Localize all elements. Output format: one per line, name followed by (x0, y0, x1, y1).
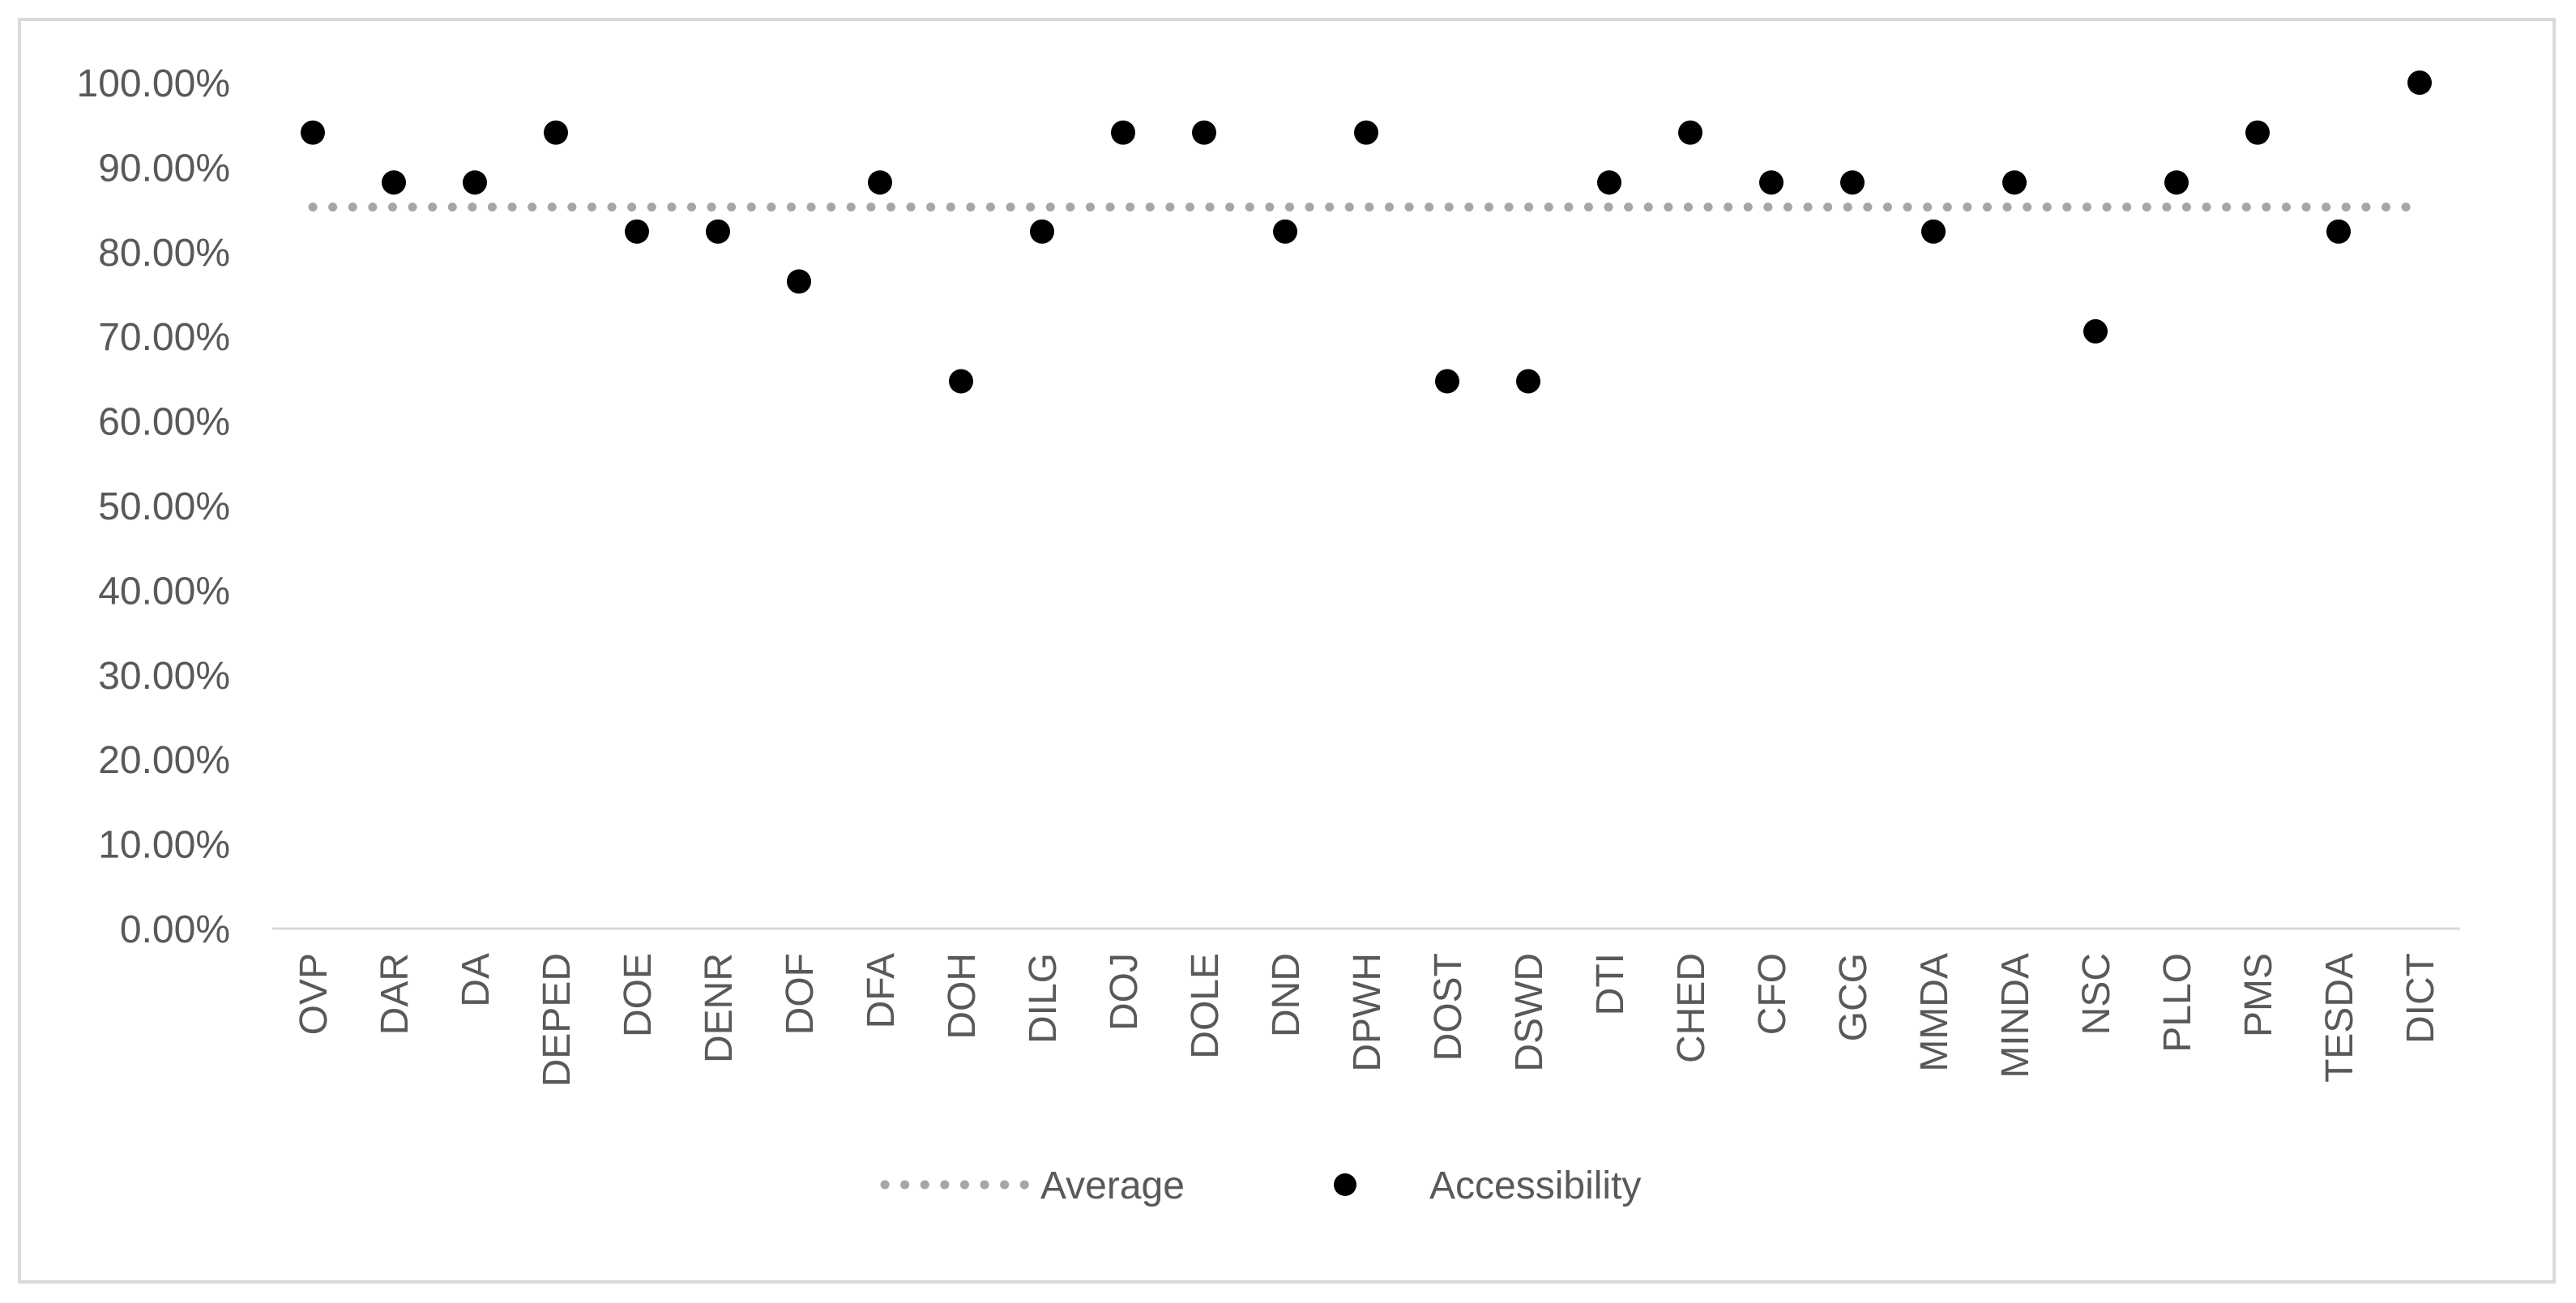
x-tick-label: PMS (2237, 953, 2280, 1037)
accessibility-point (1921, 219, 1946, 244)
accessibility-point (382, 170, 406, 195)
accessibility-point (1111, 120, 1135, 145)
x-tick-label: PLLO (2156, 953, 2199, 1053)
accessibility-point (1759, 170, 1784, 195)
accessibility-point (2326, 219, 2351, 244)
x-tick-label: DTI (1589, 953, 1632, 1015)
x-tick-label: OVP (293, 953, 335, 1035)
x-tick-label: DOLE (1184, 953, 1227, 1059)
accessibility-point (2002, 170, 2027, 195)
accessibility-point (787, 269, 811, 294)
legend-accessibility-swatch (1334, 1173, 1356, 1196)
y-tick-label: 20.00% (98, 739, 230, 782)
x-tick-label: DILG (1022, 953, 1065, 1044)
legend-accessibility-label: Accessibility (1429, 1164, 1641, 1207)
y-tick-label: 80.00% (98, 232, 230, 275)
x-tick-label: DOJ (1103, 953, 1146, 1031)
x-axis-labels: OVP DAR DA DEPED DOE DENR DOF DFA DOH DILG DOJ DOLE… (293, 953, 2442, 1087)
accessibility-point (2083, 318, 2108, 344)
x-tick-label: DA (455, 953, 498, 1007)
x-tick-label: MINDA (1994, 953, 2037, 1079)
x-tick-label: NSC (2075, 953, 2118, 1035)
chart-frame: 0.00% 10.00% 20.00% 30.00% 40.00% 50.00% 60.00… (18, 18, 2556, 1284)
y-axis-labels: 0.00% 10.00% 20.00% 30.00% 40.00% 50.00% 60.00… (77, 62, 231, 951)
accessibility-point (1597, 170, 1621, 195)
x-tick-label: CFO (1751, 953, 1794, 1035)
legend: Average Accessibility (880, 1164, 1641, 1207)
x-tick-label: DENR (698, 953, 741, 1063)
scatter-chart: 0.00% 10.00% 20.00% 30.00% 40.00% 50.00% 60.00… (77, 62, 2460, 1207)
y-tick-label: 50.00% (98, 485, 230, 528)
x-tick-label: DSWD (1508, 953, 1551, 1072)
accessibility-point (625, 219, 649, 244)
y-tick-label: 70.00% (98, 316, 230, 359)
x-tick-label: DAR (374, 953, 417, 1035)
y-tick-label: 10.00% (98, 824, 230, 867)
x-tick-label: TESDA (2318, 953, 2361, 1083)
accessibility-point (1192, 120, 1216, 145)
accessibility-point (1354, 120, 1378, 145)
accessibility-point (706, 219, 730, 244)
accessibility-point (1516, 369, 1540, 394)
x-tick-label: MMDA (1913, 953, 1956, 1072)
legend-average-label: Average (1040, 1164, 1185, 1207)
accessibility-point (868, 170, 892, 195)
y-tick-label: 60.00% (98, 401, 230, 444)
accessibility-point (2245, 120, 2270, 145)
x-tick-label: DPWH (1346, 953, 1389, 1072)
accessibility-point (544, 120, 568, 145)
x-tick-label: DFA (860, 953, 903, 1028)
accessibility-point (1678, 120, 1702, 145)
accessibility-point (463, 170, 487, 195)
x-tick-label: DOE (617, 953, 660, 1037)
x-tick-label: DOH (941, 953, 984, 1040)
accessibility-point (1435, 369, 1459, 394)
y-tick-label: 100.00% (77, 62, 231, 105)
x-tick-label: GCG (1832, 953, 1875, 1041)
y-tick-label: 30.00% (98, 655, 230, 698)
accessibility-point (949, 369, 973, 394)
x-tick-label: CHED (1670, 953, 1713, 1063)
y-tick-label: 0.00% (120, 908, 230, 951)
accessibility-point (1840, 170, 1865, 195)
y-tick-label: 40.00% (98, 570, 230, 613)
x-tick-label: DICT (2399, 953, 2442, 1044)
accessibility-point (301, 120, 325, 145)
x-tick-label: DOF (779, 953, 822, 1035)
accessibility-point (2164, 170, 2189, 195)
accessibility-point (1273, 219, 1297, 244)
x-tick-label: DEPED (536, 953, 579, 1087)
x-tick-label: DOST (1427, 953, 1470, 1061)
accessibility-point (1030, 219, 1054, 244)
x-tick-label: DND (1265, 953, 1308, 1037)
accessibility-points (301, 70, 2432, 394)
y-tick-label: 90.00% (98, 147, 230, 190)
accessibility-point (2407, 70, 2432, 95)
